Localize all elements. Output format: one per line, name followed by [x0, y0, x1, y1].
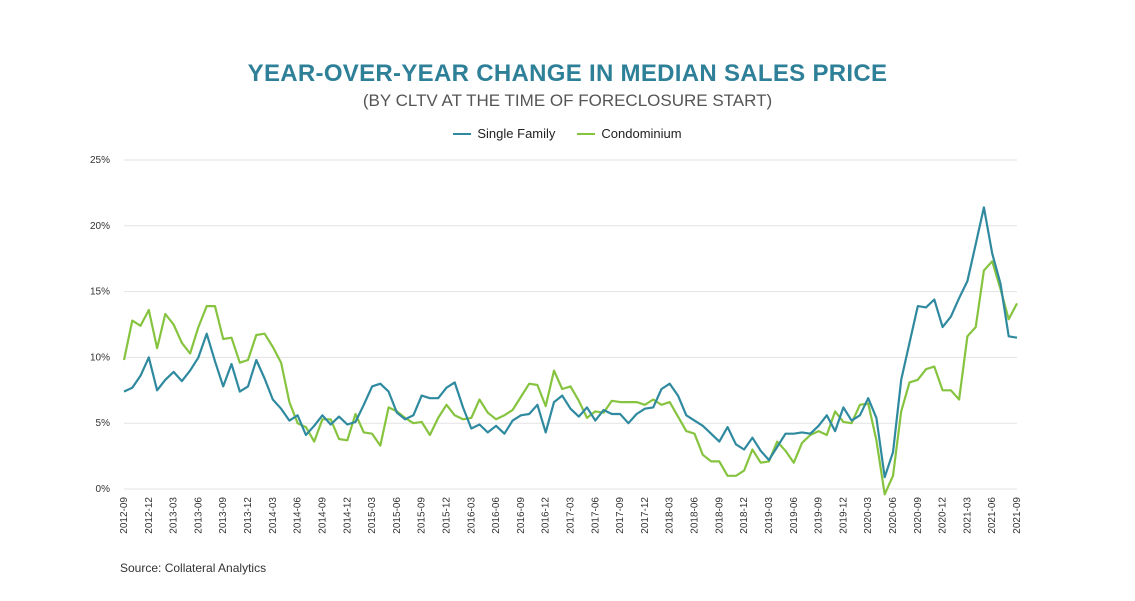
- x-tick-label: 2015-03: [367, 497, 378, 534]
- x-tick-label: 2016-12: [541, 497, 552, 534]
- source-note: Source: Collateral Analytics: [120, 561, 267, 575]
- x-tick-label: 2014-03: [268, 497, 279, 534]
- x-tick-label: 2019-06: [789, 497, 800, 534]
- y-tick-label: 15%: [90, 287, 110, 298]
- chart-subtitle: (BY CLTV AT THE TIME OF FORECLOSURE STAR…: [362, 91, 773, 110]
- x-tick-label: 2015-06: [392, 497, 403, 534]
- chart-title: YEAR-OVER-YEAR CHANGE IN MEDIAN SALES PR…: [247, 60, 888, 87]
- x-tick-label: 2018-12: [739, 497, 750, 534]
- series-line-single-family: [123, 206, 1018, 479]
- x-tick-label: 2018-06: [690, 497, 701, 534]
- x-tick-label: 2021-09: [1012, 497, 1023, 534]
- x-tick-label: 2019-12: [838, 497, 849, 534]
- x-tick-label: 2020-03: [863, 497, 874, 534]
- chart-legend: Single Family Condominium: [0, 126, 1135, 141]
- x-tick-label: 2012-09: [119, 497, 130, 534]
- x-tick-label: 2018-03: [665, 497, 676, 534]
- x-tick-label: 2017-12: [640, 497, 651, 534]
- x-tick-label: 2017-03: [566, 497, 577, 534]
- x-tick-label: 2013-09: [218, 497, 229, 534]
- x-tick-label: 2018-09: [714, 497, 725, 534]
- x-tick-label: 2013-12: [243, 497, 254, 534]
- series-line-condominium: [122, 260, 1018, 496]
- y-tick-label: 25%: [90, 155, 110, 166]
- x-tick-label: 2019-09: [814, 497, 825, 534]
- x-tick-label: 2016-06: [491, 497, 502, 534]
- x-tick-label: 2020-09: [913, 497, 924, 534]
- legend-label-condominium: Condominium: [601, 126, 682, 141]
- legend-label-single-family: Single Family: [477, 126, 556, 141]
- x-tick-label: 2017-06: [590, 497, 601, 534]
- x-tick-label: 2012-12: [144, 497, 155, 534]
- x-tick-label: 2015-12: [441, 497, 452, 534]
- x-tick-label: 2020-12: [938, 497, 949, 534]
- x-tick-label: 2014-09: [317, 497, 328, 534]
- x-tick-label: 2014-06: [293, 497, 304, 534]
- y-tick-label: 20%: [90, 221, 110, 232]
- x-tick-label: 2020-06: [888, 497, 899, 534]
- x-tick-label: 2021-03: [962, 497, 973, 534]
- x-tick-label: 2013-06: [193, 497, 204, 534]
- grid-layer: [124, 159, 1017, 490]
- x-tick-label: 2016-03: [466, 497, 477, 534]
- x-tick-label: 2013-03: [169, 497, 180, 534]
- y-axis: 0% 5% 10% 15% 20% 25%: [90, 155, 110, 495]
- x-tick-label: 2014-12: [342, 497, 353, 534]
- series-layer: [122, 206, 1018, 496]
- x-axis: 2012-09 2012-12 2013-03 2013-06 2013-09 2013-…: [119, 497, 1023, 534]
- y-tick-label: 5%: [96, 418, 111, 429]
- legend-swatch-single-family: [453, 132, 472, 135]
- y-tick-label: 0%: [96, 484, 111, 495]
- x-tick-label: 2016-09: [516, 497, 527, 534]
- x-tick-label: 2021-06: [987, 497, 998, 534]
- x-tick-label: 2019-03: [764, 497, 775, 534]
- x-tick-label: 2015-09: [417, 497, 428, 534]
- y-tick-label: 10%: [90, 352, 110, 363]
- x-tick-label: 2017-09: [615, 497, 626, 534]
- legend-item-single-family: Single Family: [453, 126, 555, 141]
- legend-swatch-condominium: [577, 132, 596, 135]
- legend-item-condominium: Condominium: [577, 126, 682, 141]
